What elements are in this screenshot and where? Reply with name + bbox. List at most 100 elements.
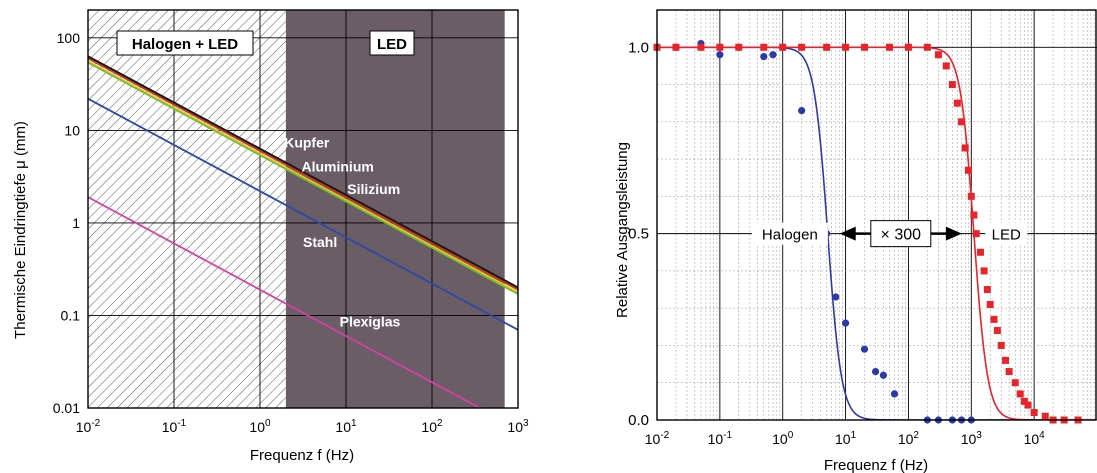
data-point-led bbox=[964, 166, 972, 174]
series-line-silicon2 bbox=[88, 61, 518, 295]
data-point-led bbox=[697, 43, 705, 51]
penetration-depth-chart: Halogen + LED LED Kupfer Aluminium Silizium… bbox=[12, 9, 529, 464]
series-line-kupfer bbox=[88, 55, 518, 289]
series-line-aluminium bbox=[88, 57, 518, 291]
region-label: LED bbox=[377, 36, 407, 53]
plot-frame bbox=[656, 9, 1097, 421]
region-halogen-led bbox=[88, 10, 286, 408]
data-point-led bbox=[1005, 368, 1013, 376]
x-tick-label: 104 bbox=[1024, 430, 1046, 447]
series-label-stahl: Stahl bbox=[303, 234, 337, 250]
plot-frame bbox=[87, 9, 519, 409]
data-point-led bbox=[942, 62, 950, 70]
x-tick-label: 103 bbox=[961, 430, 983, 447]
data-point-led bbox=[1041, 412, 1049, 420]
data-point-halogen bbox=[879, 371, 888, 379]
x-tick-labels: 10-2 10-1 100 101 102 103 104 bbox=[645, 430, 1045, 447]
y-axis-label: Relative Ausgangsleistung bbox=[614, 142, 631, 318]
data-point-led bbox=[958, 118, 966, 126]
data-point-led bbox=[716, 43, 724, 51]
data-point-led bbox=[798, 43, 806, 51]
data-point-led bbox=[997, 341, 1005, 349]
series-label-halogen: Halogen bbox=[762, 227, 818, 244]
data-point-led bbox=[1001, 356, 1009, 364]
data-point-led bbox=[760, 43, 768, 51]
grid-lines bbox=[656, 9, 1097, 420]
x-tick-label: 10-1 bbox=[708, 430, 733, 447]
x-tick-label: 102 bbox=[898, 430, 920, 447]
data-point-led bbox=[842, 43, 850, 51]
data-point-halogen bbox=[860, 345, 869, 353]
data-point-led bbox=[980, 267, 988, 275]
x-tick-label: 100 bbox=[249, 418, 271, 435]
data-points bbox=[653, 39, 1082, 424]
ratio-annotation: Halogen LED × 300 bbox=[751, 220, 1028, 248]
data-point-led bbox=[886, 43, 894, 51]
data-point-led bbox=[779, 43, 787, 51]
series-lines bbox=[88, 55, 518, 408]
y-tick-label: 1 bbox=[72, 215, 80, 231]
data-point-led bbox=[1020, 397, 1028, 405]
data-point-led bbox=[970, 211, 978, 219]
series-line-stahl bbox=[88, 97, 518, 331]
data-point-led bbox=[961, 144, 969, 152]
output-power-chart: Halogen LED× 300 10-2 10-1 100 101 102 103 104 … bbox=[614, 9, 1097, 473]
data-point-led bbox=[1016, 390, 1024, 398]
data-point-led bbox=[923, 43, 931, 51]
x-tick-label: 100 bbox=[772, 430, 794, 447]
data-point-led bbox=[976, 248, 984, 256]
series-label-silizium: Silizium bbox=[347, 181, 400, 197]
data-point-led bbox=[990, 315, 998, 323]
data-point-led bbox=[993, 327, 1001, 335]
data-point-led bbox=[1024, 401, 1032, 409]
series-label-kupfer: Kupfer bbox=[284, 135, 330, 151]
region-led bbox=[285, 10, 505, 408]
series-label-led: LED bbox=[992, 227, 1021, 244]
ratio-arrow-head-left bbox=[839, 226, 856, 241]
y-tick-label: 1.0 bbox=[628, 39, 649, 56]
y-tick-label: 0.01 bbox=[53, 400, 80, 416]
data-point-led bbox=[735, 43, 743, 51]
data-point-led bbox=[860, 43, 868, 51]
data-point-led bbox=[1030, 409, 1038, 417]
y-tick-label: 10 bbox=[64, 122, 80, 138]
data-point-halogen bbox=[769, 51, 777, 59]
x-tick-labels: 10-2 10-1 100 101 102 103 bbox=[76, 418, 529, 435]
data-point-led bbox=[953, 99, 961, 107]
data-point-led bbox=[672, 43, 680, 51]
data-point-halogen bbox=[760, 52, 768, 61]
y-axis-label: Thermische Eindringtiefe μ (mm) bbox=[12, 121, 29, 339]
ratio-label: × 300 bbox=[881, 227, 922, 244]
data-point-led bbox=[986, 300, 994, 308]
ratio-arrow-head-right bbox=[945, 226, 962, 241]
data-point-halogen bbox=[890, 390, 899, 398]
region-label: Halogen + LED bbox=[132, 36, 238, 53]
data-point-led bbox=[972, 230, 980, 238]
series-line-plexiglas bbox=[88, 196, 482, 408]
region-label-box bbox=[116, 30, 254, 56]
y-tick-labels: 0.0 0.5 1.0 bbox=[628, 39, 649, 429]
y-tick-label: 0.1 bbox=[61, 307, 81, 323]
series-label-box bbox=[985, 222, 1028, 245]
x-tick-label: 10-1 bbox=[162, 418, 187, 435]
data-point-halogen bbox=[841, 319, 850, 327]
series-label-box bbox=[751, 222, 828, 245]
data-point-led bbox=[934, 51, 942, 59]
y-tick-label: 0.5 bbox=[628, 226, 649, 243]
frequency-regions bbox=[88, 10, 505, 408]
y-tick-label: 0.0 bbox=[628, 412, 649, 429]
x-axis-label: Frequenz f (Hz) bbox=[250, 447, 354, 464]
ratio-label-box bbox=[870, 220, 932, 248]
x-tick-label: 10-2 bbox=[645, 430, 670, 447]
data-point-led bbox=[1011, 379, 1019, 387]
data-point-led bbox=[967, 192, 975, 200]
x-tick-label: 101 bbox=[335, 418, 357, 435]
data-point-led bbox=[948, 81, 956, 89]
series-line-silizium bbox=[88, 60, 518, 294]
data-point-halogen bbox=[871, 367, 880, 376]
data-point-led bbox=[904, 43, 912, 51]
y-tick-label: 100 bbox=[57, 30, 81, 46]
x-tick-label: 101 bbox=[835, 430, 857, 447]
series-label-plexiglas: Plexiglas bbox=[340, 313, 401, 329]
